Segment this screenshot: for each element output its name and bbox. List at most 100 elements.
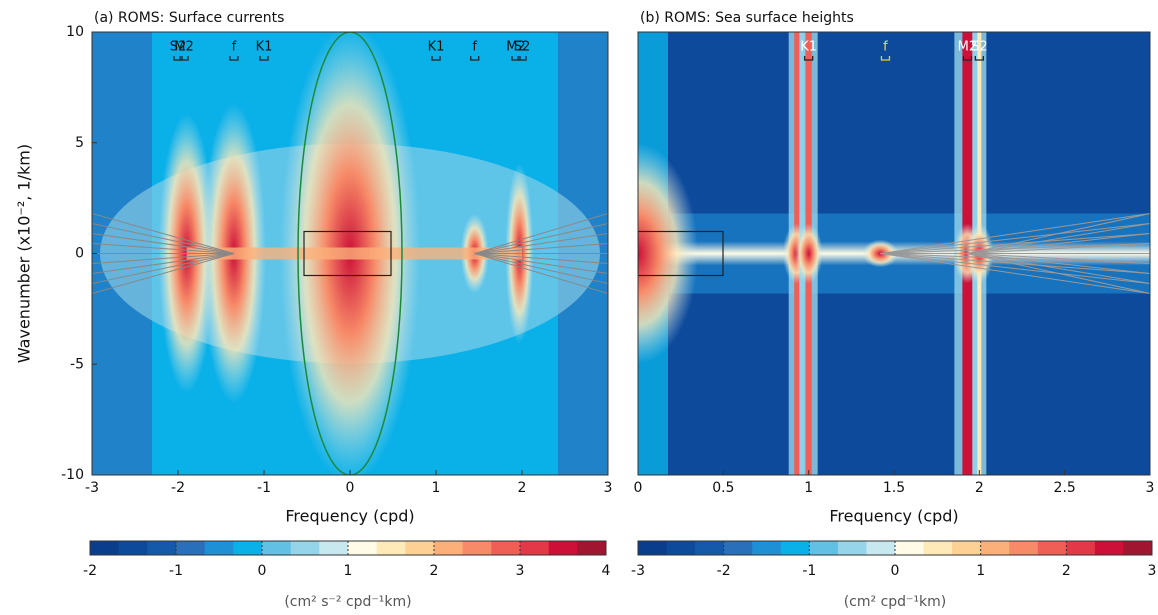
colorbar-swatch bbox=[1123, 541, 1153, 555]
colorbar-swatch bbox=[233, 541, 263, 555]
x-axis-label: Frequency (cpd) bbox=[829, 507, 958, 526]
colorbar-swatch bbox=[780, 541, 810, 555]
x-tick-label: -3 bbox=[85, 480, 99, 496]
dispersion-curve bbox=[880, 223, 1150, 254]
spectrum-band bbox=[186, 247, 522, 260]
colorbar-tick-label: 0 bbox=[891, 563, 900, 579]
dispersion-curve bbox=[967, 253, 1150, 294]
y-tick-label: 0 bbox=[75, 246, 84, 262]
colorbar-swatch bbox=[723, 541, 753, 555]
colorbar-swatch bbox=[204, 541, 234, 555]
heatmap bbox=[638, 32, 1150, 475]
annotation-bracket bbox=[974, 56, 984, 61]
dispersion-curve bbox=[880, 253, 1150, 284]
box-outline bbox=[638, 230, 724, 277]
x-tick-label: 2 bbox=[975, 480, 984, 496]
annotation-bracket bbox=[962, 56, 973, 61]
annotation-bracket bbox=[804, 56, 814, 61]
colorbar-tick-label: -3 bbox=[631, 563, 645, 579]
x-tick-label: 1 bbox=[804, 480, 813, 496]
colorbar-swatch bbox=[809, 541, 839, 555]
x-axis-label: Frequency (cpd) bbox=[285, 507, 414, 526]
colorbar-swatch bbox=[262, 541, 292, 555]
colorbar-swatch bbox=[434, 541, 464, 555]
annotation-label: M2 bbox=[174, 40, 194, 55]
y-tick-label: 5 bbox=[75, 135, 84, 151]
colorbar-label: (cm² s⁻² cpd⁻¹km) bbox=[284, 594, 411, 610]
colorbar-swatch bbox=[520, 541, 550, 555]
dispersion-curve bbox=[92, 253, 234, 274]
dispersion-curve bbox=[967, 213, 1150, 254]
colorbar-tick-label: -2 bbox=[83, 563, 97, 579]
colorbar-tick-label: 2 bbox=[430, 563, 439, 579]
colorbar-tick-label: 2 bbox=[1062, 563, 1071, 579]
dispersion-curve bbox=[880, 253, 1150, 294]
annotation-bracket bbox=[179, 56, 189, 61]
panel-title: (b) ROMS: Sea surface heights bbox=[640, 10, 854, 26]
dispersion-curve bbox=[474, 253, 608, 294]
dispersion-curve bbox=[474, 253, 608, 264]
dispersion-curve bbox=[967, 253, 1150, 264]
colorbar-swatch bbox=[405, 541, 435, 555]
colorbar-tick-label: 0 bbox=[258, 563, 267, 579]
annotation-bracket bbox=[431, 56, 441, 61]
annotation-label: S2 bbox=[514, 40, 531, 55]
colorbar-swatch bbox=[866, 541, 896, 555]
annotation-bracket bbox=[173, 56, 183, 61]
heatmap bbox=[92, 32, 608, 475]
spectrum-feature bbox=[794, 223, 823, 284]
colorbar-swatch bbox=[837, 541, 867, 555]
x-tick-label: -1 bbox=[257, 480, 271, 496]
colorbar-swatch bbox=[147, 541, 177, 555]
colorbar-tick-label: 3 bbox=[516, 563, 525, 579]
colorbar-swatch bbox=[376, 541, 406, 555]
annotation-label: f bbox=[232, 40, 237, 55]
box-outline bbox=[303, 230, 392, 277]
dispersion-curve bbox=[92, 213, 235, 254]
ellipse-outline bbox=[297, 32, 403, 475]
colorbar-swatch bbox=[1066, 541, 1096, 555]
colorbar-swatch bbox=[319, 541, 349, 555]
y-tick-label: -10 bbox=[61, 467, 84, 483]
x-tick-label: 0 bbox=[346, 480, 355, 496]
dispersion-curve bbox=[474, 213, 608, 254]
annotation-label: K1 bbox=[428, 40, 445, 55]
dispersion-curve bbox=[92, 243, 234, 254]
colorbar-swatch bbox=[695, 541, 725, 555]
colorbar-swatch bbox=[952, 541, 982, 555]
annotation-label: f bbox=[472, 40, 477, 55]
colorbar-tick-label: -1 bbox=[802, 563, 816, 579]
annotation-label: K1 bbox=[256, 40, 273, 55]
colorbar-swatch bbox=[1037, 541, 1067, 555]
dispersion-curve bbox=[967, 253, 1150, 274]
dispersion-curve bbox=[92, 223, 235, 254]
annotation-bracket bbox=[517, 56, 527, 61]
colorbar-swatch bbox=[548, 541, 578, 555]
colorbar-swatch bbox=[290, 541, 320, 555]
y-tick-label: 10 bbox=[66, 24, 84, 40]
x-tick-label: 0 bbox=[634, 480, 643, 496]
annotation-label: S2 bbox=[971, 40, 988, 55]
colorbar-tick-label: 1 bbox=[344, 563, 353, 579]
colorbar-swatch bbox=[577, 541, 607, 555]
colorbar-swatch bbox=[980, 541, 1010, 555]
colorbar-swatch bbox=[491, 541, 521, 555]
annotation-bracket bbox=[229, 56, 239, 61]
colorbar-swatch bbox=[90, 541, 120, 555]
y-tick-label: -5 bbox=[70, 356, 84, 372]
colorbar-swatch bbox=[348, 541, 378, 555]
dispersion-curve bbox=[92, 253, 234, 264]
annotation-bracket bbox=[880, 56, 891, 61]
annotation-label: M2 bbox=[958, 40, 978, 55]
annotation-label: M2 bbox=[506, 40, 526, 55]
dispersion-curve bbox=[967, 253, 1150, 284]
dispersion-curve bbox=[880, 213, 1150, 254]
colorbar-swatch bbox=[118, 541, 148, 555]
x-tick-label: 0.5 bbox=[712, 480, 734, 496]
dispersion-curve bbox=[92, 253, 235, 294]
colorbar-swatch bbox=[895, 541, 925, 555]
dispersion-curve bbox=[967, 243, 1150, 254]
x-tick-label: 2.5 bbox=[1054, 480, 1076, 496]
dispersion-curve bbox=[474, 223, 608, 254]
